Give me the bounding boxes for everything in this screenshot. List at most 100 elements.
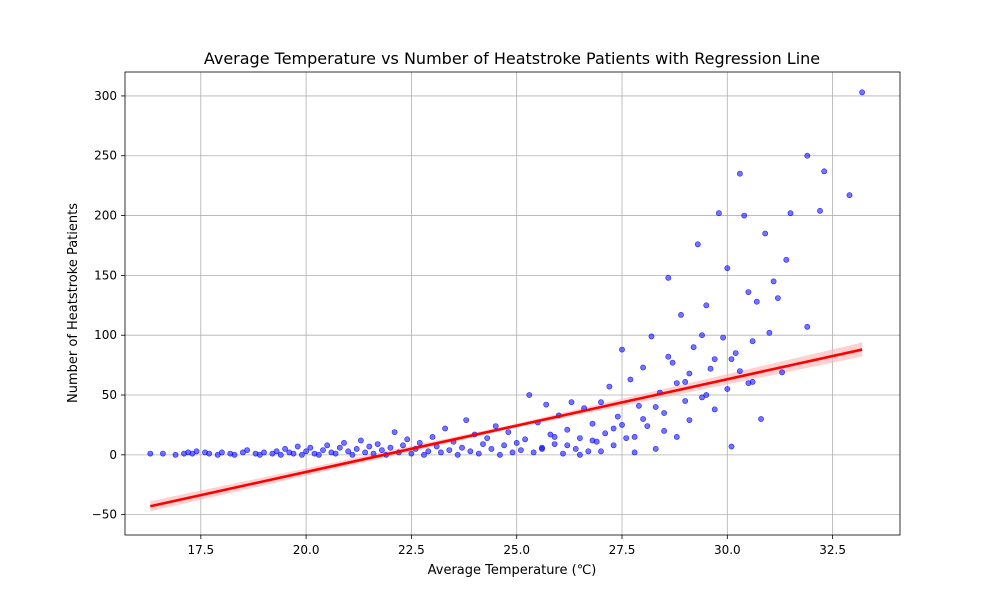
data-point bbox=[728, 356, 735, 362]
chart-title: Average Temperature vs Number of Heatstr… bbox=[204, 49, 820, 68]
data-point bbox=[261, 449, 267, 456]
y-tick-label: 100 bbox=[94, 328, 117, 342]
data-point bbox=[669, 359, 676, 366]
data-point bbox=[602, 430, 609, 437]
data-point bbox=[631, 433, 638, 440]
data-point bbox=[703, 392, 710, 398]
data-point bbox=[783, 256, 790, 263]
data-point bbox=[577, 435, 583, 441]
y-axis-label: Number of Heatstroke Patients bbox=[66, 203, 81, 403]
data-point bbox=[745, 380, 752, 386]
regression-line-layer bbox=[149, 348, 863, 508]
data-point bbox=[661, 427, 667, 434]
data-point bbox=[568, 399, 575, 406]
data-point bbox=[421, 451, 427, 458]
data-point bbox=[762, 230, 769, 237]
data-point bbox=[652, 445, 659, 452]
data-point bbox=[661, 410, 667, 416]
data-point bbox=[648, 333, 655, 340]
data-point bbox=[505, 429, 512, 435]
data-point bbox=[147, 450, 154, 457]
y-tick-label: −50 bbox=[92, 508, 117, 522]
data-point bbox=[501, 442, 507, 449]
data-point bbox=[640, 364, 646, 371]
data-point bbox=[509, 449, 516, 456]
y-tick-label: 0 bbox=[109, 448, 117, 462]
data-point bbox=[513, 439, 520, 446]
data-point bbox=[682, 398, 689, 404]
data-point bbox=[598, 399, 604, 406]
data-point bbox=[614, 413, 621, 420]
data-point bbox=[817, 207, 823, 214]
data-point bbox=[589, 420, 596, 427]
data-point bbox=[728, 443, 735, 450]
data-point bbox=[846, 192, 853, 199]
data-point bbox=[720, 334, 726, 341]
data-point bbox=[404, 436, 411, 443]
data-point bbox=[378, 447, 385, 453]
data-point bbox=[416, 439, 423, 446]
data-point bbox=[425, 448, 432, 455]
data-point bbox=[636, 402, 642, 409]
data-point bbox=[694, 241, 701, 248]
regression-line bbox=[149, 348, 863, 508]
data-point bbox=[442, 425, 448, 432]
data-point bbox=[526, 392, 533, 398]
data-point bbox=[454, 451, 461, 458]
data-point bbox=[673, 380, 680, 386]
data-point bbox=[665, 274, 672, 281]
data-point bbox=[488, 445, 495, 452]
data-point bbox=[391, 429, 398, 435]
plot-frame bbox=[124, 71, 901, 536]
data-point bbox=[341, 439, 347, 446]
data-point bbox=[294, 443, 301, 450]
data-point bbox=[758, 416, 764, 422]
data-point bbox=[640, 416, 646, 422]
data-points bbox=[147, 89, 865, 458]
x-tick-label: 30.0 bbox=[714, 543, 741, 557]
data-point bbox=[467, 448, 474, 455]
data-point bbox=[303, 448, 309, 455]
data-point bbox=[298, 451, 305, 458]
data-point bbox=[711, 406, 718, 413]
data-point bbox=[218, 449, 225, 456]
data-point bbox=[366, 443, 373, 450]
data-point bbox=[244, 447, 250, 453]
y-tick-label: 250 bbox=[94, 149, 117, 163]
data-point bbox=[551, 441, 558, 447]
data-point bbox=[732, 350, 739, 356]
data-point bbox=[362, 449, 368, 456]
data-point bbox=[673, 433, 680, 440]
x-tick-label: 27.5 bbox=[609, 543, 636, 557]
data-point bbox=[652, 404, 659, 410]
data-point bbox=[564, 442, 571, 449]
data-point bbox=[775, 295, 781, 301]
data-point bbox=[408, 450, 415, 457]
data-point bbox=[737, 368, 743, 374]
data-point bbox=[345, 448, 352, 455]
data-point bbox=[496, 451, 503, 458]
data-point bbox=[716, 210, 722, 217]
grid bbox=[125, 72, 900, 535]
data-point bbox=[560, 450, 566, 457]
data-point bbox=[475, 450, 482, 457]
data-point bbox=[770, 278, 777, 285]
data-point bbox=[737, 170, 743, 177]
data-point bbox=[273, 448, 280, 455]
data-point bbox=[707, 365, 714, 372]
data-point bbox=[577, 451, 583, 458]
x-tick-label: 20.0 bbox=[293, 543, 320, 557]
data-point bbox=[437, 449, 444, 456]
data-point bbox=[324, 442, 331, 449]
data-point bbox=[627, 376, 634, 383]
data-point bbox=[598, 448, 604, 455]
data-point bbox=[374, 441, 381, 447]
data-point bbox=[172, 451, 179, 458]
x-tick-label: 17.5 bbox=[187, 543, 214, 557]
data-point bbox=[619, 346, 625, 353]
data-point bbox=[804, 323, 811, 330]
data-point bbox=[480, 441, 486, 447]
data-point bbox=[699, 394, 705, 401]
data-point bbox=[644, 423, 651, 429]
